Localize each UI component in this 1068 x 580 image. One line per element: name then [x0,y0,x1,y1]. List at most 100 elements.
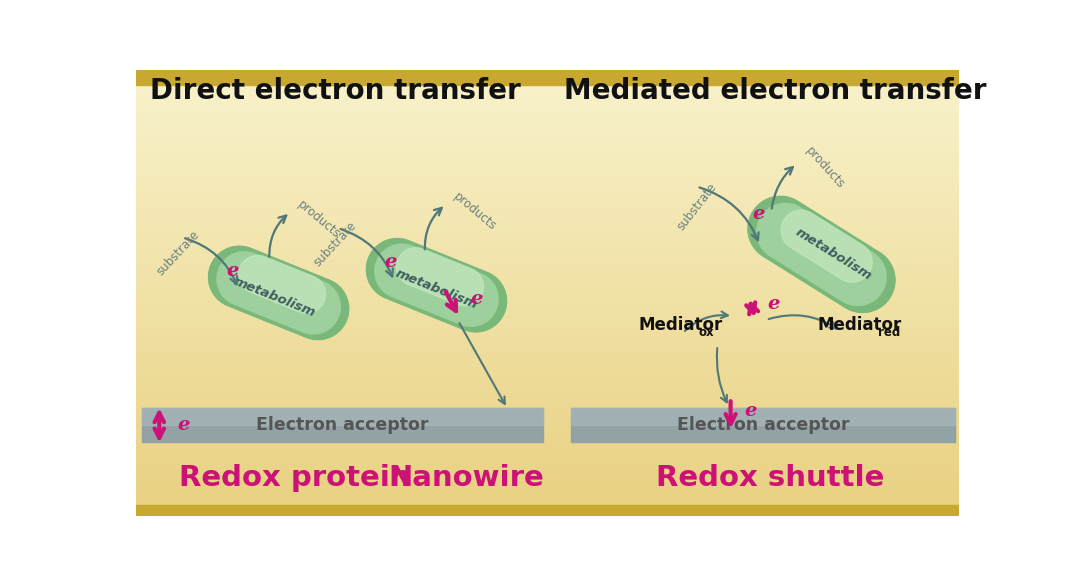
Bar [137,484,959,487]
Bar [571,408,955,425]
Bar [137,451,959,454]
Bar [137,459,959,463]
Text: metabolism: metabolism [232,274,317,319]
Bar [137,456,959,459]
Bar [137,492,959,495]
Bar [137,335,959,338]
Bar [137,364,959,367]
Bar [137,412,959,415]
Bar [137,245,959,248]
Polygon shape [781,210,873,282]
Polygon shape [366,238,506,332]
Bar [137,70,959,72]
Bar [137,111,959,114]
Text: Mediator: Mediator [818,316,901,334]
Bar [137,138,959,141]
Bar [137,340,959,343]
Polygon shape [748,197,895,313]
Bar [137,379,959,382]
Bar [137,206,959,209]
Bar [137,120,959,123]
Bar [137,322,959,325]
Bar [137,242,959,245]
Bar [137,165,959,168]
Bar [137,144,959,147]
Bar [137,400,959,403]
Bar [137,332,959,335]
Bar [137,350,959,353]
Bar [137,224,959,227]
Text: e: e [177,416,190,434]
Bar [137,156,959,159]
Text: Redox protein: Redox protein [178,463,410,492]
Text: Direct electron transfer: Direct electron transfer [150,77,521,105]
Text: ox: ox [698,327,713,339]
Text: products: products [295,198,343,241]
Bar [137,236,959,240]
Bar [137,180,959,183]
Bar [137,266,959,269]
Bar [137,436,959,439]
Bar [137,204,959,206]
Bar [137,477,959,480]
Bar [137,287,959,290]
Bar [137,513,959,516]
Text: Nanowire: Nanowire [389,463,545,492]
Bar [137,195,959,198]
Bar [137,248,959,251]
Polygon shape [217,252,341,334]
Text: substrate: substrate [155,228,203,278]
Text: products: products [803,144,847,192]
Bar [137,424,959,427]
Bar [137,510,959,513]
Text: products: products [451,190,499,233]
Bar [137,254,959,257]
Bar [137,219,959,222]
Bar [137,198,959,201]
Bar [137,188,959,191]
Bar [137,463,959,466]
Bar [137,177,959,180]
Bar [137,329,959,332]
Bar [137,212,959,216]
Bar [137,201,959,204]
Bar [137,123,959,126]
Bar [137,168,959,171]
Bar [137,474,959,477]
Text: Mediated electron transfer: Mediated electron transfer [564,77,986,105]
Text: e: e [752,205,765,223]
Text: Redox shuttle: Redox shuttle [656,463,884,492]
Bar [137,388,959,391]
Bar [137,117,959,120]
Bar [137,257,959,260]
Bar [137,433,959,436]
Text: metabolism: metabolism [792,226,874,283]
Bar [137,150,959,153]
Bar [137,174,959,177]
Bar [137,302,959,305]
Bar [137,376,959,379]
Bar [142,408,543,443]
Bar [137,186,959,188]
Bar [137,343,959,346]
Bar [142,408,543,425]
Bar [137,490,959,492]
Bar [137,85,959,88]
Bar [137,233,959,236]
Bar [137,272,959,275]
Bar [137,391,959,394]
Bar [137,415,959,418]
Bar [137,353,959,356]
Bar [137,75,959,78]
Bar [137,382,959,385]
Bar [137,317,959,320]
Bar [137,308,959,311]
Bar [137,281,959,284]
Bar [137,293,959,296]
Bar [137,448,959,451]
Polygon shape [238,255,326,313]
Bar [137,278,959,281]
Bar [137,72,959,75]
Bar [137,209,959,212]
Polygon shape [757,204,886,306]
